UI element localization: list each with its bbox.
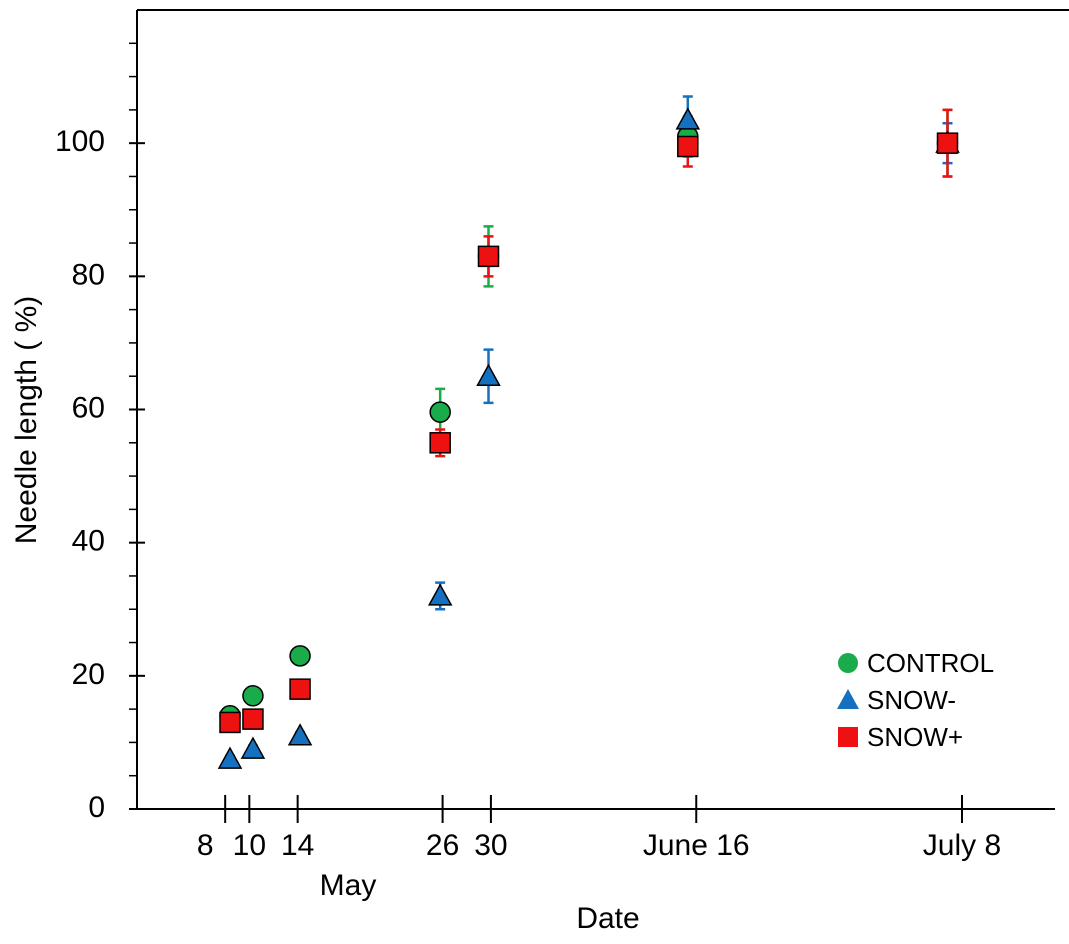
x-tick-label: 26 (426, 829, 459, 862)
marker (289, 678, 311, 700)
x-tick-label: 8 (197, 829, 214, 862)
marker (427, 583, 453, 606)
marker (429, 401, 451, 423)
x-axis-sublabel: May (320, 869, 377, 902)
x-tick-label: June 16 (643, 829, 750, 862)
y-tick-label: 40 (72, 525, 105, 558)
x-tick-label: July 8 (923, 829, 1001, 862)
legend-marker (838, 653, 858, 673)
legend-marker (838, 727, 858, 747)
y-tick-label: 0 (88, 791, 105, 824)
marker (675, 107, 701, 130)
marker (242, 685, 264, 707)
x-tick-label: 30 (474, 829, 507, 862)
y-tick-label: 60 (72, 391, 105, 424)
marker (476, 363, 501, 386)
x-axis-title: Date (576, 902, 639, 935)
legend-label: SNOW- (867, 685, 956, 715)
x-tick-label: 10 (233, 829, 266, 862)
y-tick-label: 20 (72, 658, 105, 691)
legend-label: SNOW+ (867, 722, 963, 752)
marker (217, 746, 243, 769)
marker (240, 736, 266, 759)
marker (677, 135, 699, 158)
marker (242, 708, 264, 730)
y-tick-label: 80 (72, 258, 105, 291)
marker (429, 432, 451, 454)
y-tick-label: 100 (55, 125, 105, 158)
marker (219, 711, 241, 734)
y-axis-title: Needle length ( %) (10, 296, 43, 544)
legend-marker (837, 689, 859, 709)
marker (477, 245, 500, 268)
marker (289, 645, 311, 667)
marker (936, 132, 959, 154)
x-tick-label: 14 (281, 829, 314, 862)
marker (287, 723, 313, 746)
legend-label: CONTROL (867, 648, 994, 678)
